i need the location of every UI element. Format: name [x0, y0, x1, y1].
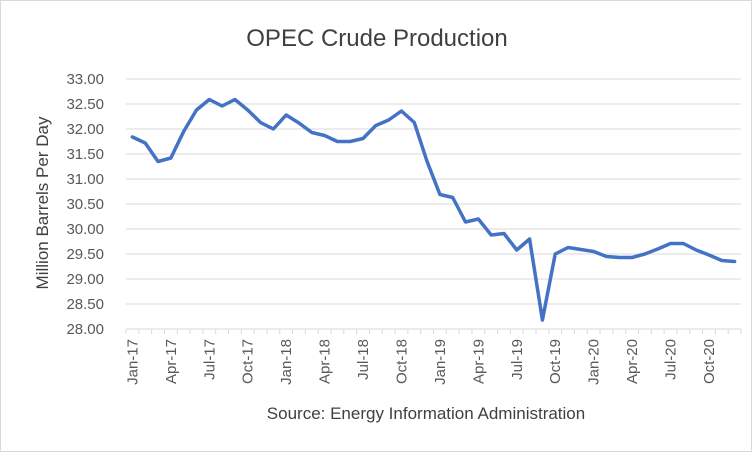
- x-axis-title: Source: Energy Information Administratio…: [267, 404, 585, 423]
- x-tick-label: Jul-19: [509, 339, 526, 380]
- x-tick-label: Jan-19: [432, 339, 449, 385]
- x-tick-label: Jan-17: [124, 339, 141, 385]
- series-line: [130, 97, 737, 322]
- x-tick-label: Oct-20: [701, 339, 718, 384]
- x-tick-label: Apr-17: [163, 339, 180, 384]
- x-axis-ticks: Jan-17 Apr-17 Jul-17 Oct-17 Jan-18 Apr-18 Jul-…: [124, 329, 742, 385]
- chart-title: OPEC Crude Production: [246, 25, 507, 52]
- x-tick-label: Jul-17: [201, 339, 218, 380]
- x-tick-label: Jul-20: [663, 339, 680, 380]
- x-tick-label: Jan-18: [278, 339, 295, 385]
- y-tick-label: 28.00: [66, 321, 104, 338]
- y-tick-label: 33.00: [66, 71, 104, 88]
- x-tick-label: Oct-17: [240, 339, 257, 384]
- y-tick-label: 32.50: [66, 96, 104, 113]
- y-tick-label: 31.50: [66, 146, 104, 163]
- x-tick-label: Apr-20: [624, 339, 641, 384]
- y-axis-ticks: 28.00 28.50 29.00 29.50 30.00 30.50 31.00 31.50…: [66, 71, 104, 338]
- y-tick-label: 29.50: [66, 246, 104, 263]
- y-axis-title: Million Barrels Per Day: [33, 116, 52, 289]
- y-tick-label: 30.50: [66, 196, 104, 213]
- x-tick-label: Jul-18: [355, 339, 372, 380]
- x-tick-label: Apr-19: [470, 339, 487, 384]
- gridlines: [126, 78, 741, 330]
- y-tick-label: 29.00: [66, 271, 104, 288]
- y-tick-label: 32.00: [66, 121, 104, 138]
- y-tick-label: 28.50: [66, 296, 104, 313]
- y-tick-label: 31.00: [66, 171, 104, 188]
- x-tick-label: Oct-19: [547, 339, 564, 384]
- x-tick-label: Oct-18: [393, 339, 410, 384]
- x-tick-label: Jan-20: [586, 339, 603, 385]
- x-tick-label: Apr-18: [317, 339, 334, 384]
- y-tick-label: 30.00: [66, 221, 104, 238]
